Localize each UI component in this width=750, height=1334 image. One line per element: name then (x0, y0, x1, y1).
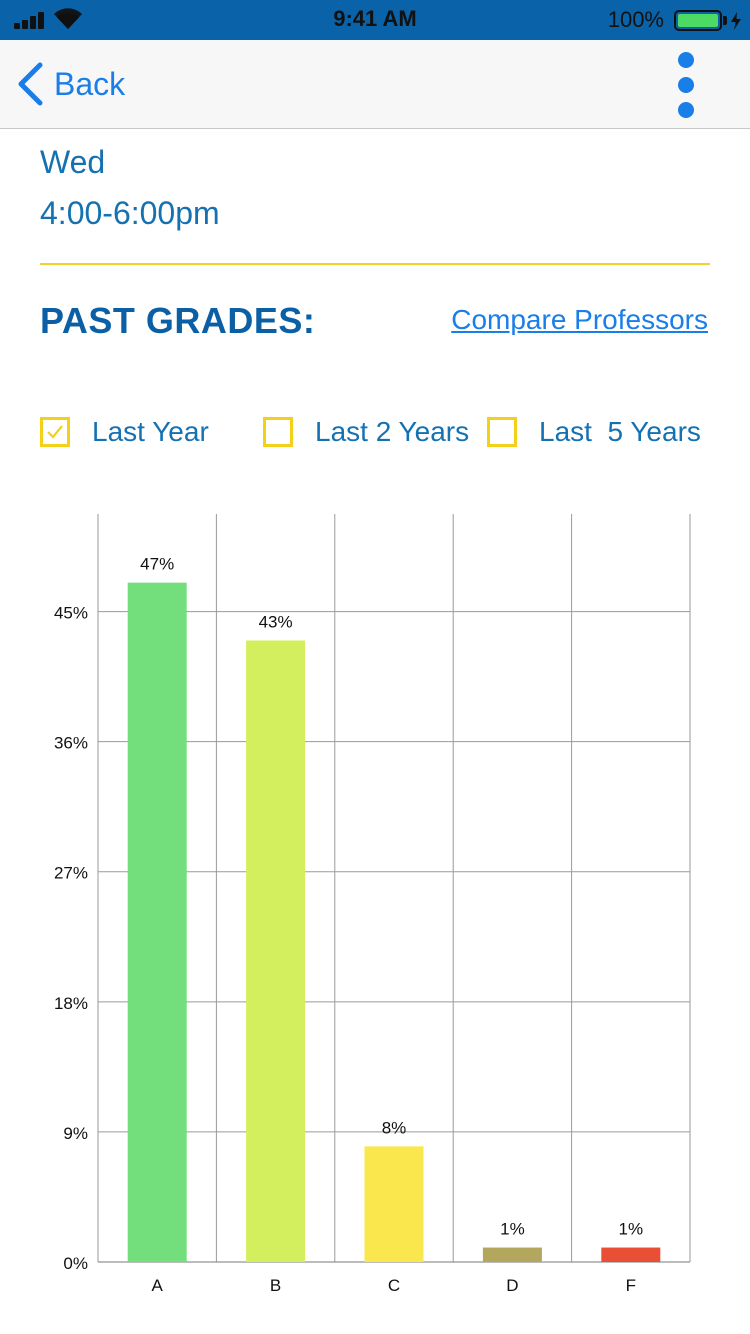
data-label: 47% (140, 555, 174, 574)
data-label: 1% (619, 1220, 644, 1239)
compare-professors-link[interactable]: Compare Professors (451, 304, 708, 335)
bar-d (482, 1247, 542, 1262)
x-tick-label: F (626, 1276, 636, 1295)
x-tick-label: D (506, 1276, 518, 1295)
data-label: 8% (382, 1118, 407, 1137)
y-tick-label: 18% (54, 994, 88, 1013)
y-tick-label: 27% (54, 864, 88, 883)
class-day: Wed (40, 144, 106, 180)
battery-icon (674, 10, 722, 31)
back-button[interactable]: Back (16, 60, 125, 108)
charging-bolt-icon (731, 12, 741, 30)
y-tick-label: 36% (54, 734, 88, 753)
signal-icon (14, 11, 48, 29)
navigation-bar: Back (0, 40, 750, 129)
checkbox-last-5-years[interactable] (487, 417, 517, 447)
bar-a (127, 582, 187, 1262)
x-tick-label: C (388, 1276, 400, 1295)
data-label: 1% (500, 1220, 525, 1239)
class-time: 4:00-6:00pm (40, 195, 220, 231)
grades-bar-chart: 0% 9% 18% 27% 36% 45% 47% A 43% B 8% C 1% D 1% F (54, 514, 691, 1295)
bar-f (601, 1247, 661, 1262)
battery-percent: 100% (607, 7, 664, 32)
chevron-left-icon (18, 62, 43, 106)
filter-label: Last Year (92, 416, 209, 447)
y-tick-label: 0% (63, 1254, 88, 1273)
checkbox-last-year[interactable] (40, 417, 70, 447)
battery-tip (723, 16, 727, 25)
bar-b (246, 640, 306, 1262)
x-tick-label: A (152, 1276, 164, 1295)
checkbox-last-2-years[interactable] (263, 417, 293, 447)
filter-label: Last 2 Years (315, 416, 470, 447)
filter-last-year[interactable]: Last Year (40, 412, 209, 452)
wifi-icon (54, 8, 82, 30)
back-label: Back (54, 65, 126, 102)
more-vertical-icon[interactable] (672, 50, 700, 120)
x-tick-label: B (270, 1276, 281, 1295)
filter-last-2-years[interactable]: Last 2 Years (263, 412, 469, 452)
past-grades-title: PAST GRADES: (40, 300, 316, 341)
filter-label: Last 5 Years (539, 416, 701, 447)
y-tick-label: 45% (54, 604, 88, 623)
status-time: 9:41 AM (333, 6, 417, 31)
filter-last-5-years[interactable]: Last 5 Years (487, 412, 701, 452)
status-bar: 9:41 AM 100% (0, 0, 750, 40)
y-tick-label: 9% (63, 1124, 88, 1143)
checkmark-icon (47, 425, 63, 439)
section-divider (40, 263, 710, 265)
data-label: 43% (259, 612, 293, 631)
bar-c (364, 1146, 424, 1262)
